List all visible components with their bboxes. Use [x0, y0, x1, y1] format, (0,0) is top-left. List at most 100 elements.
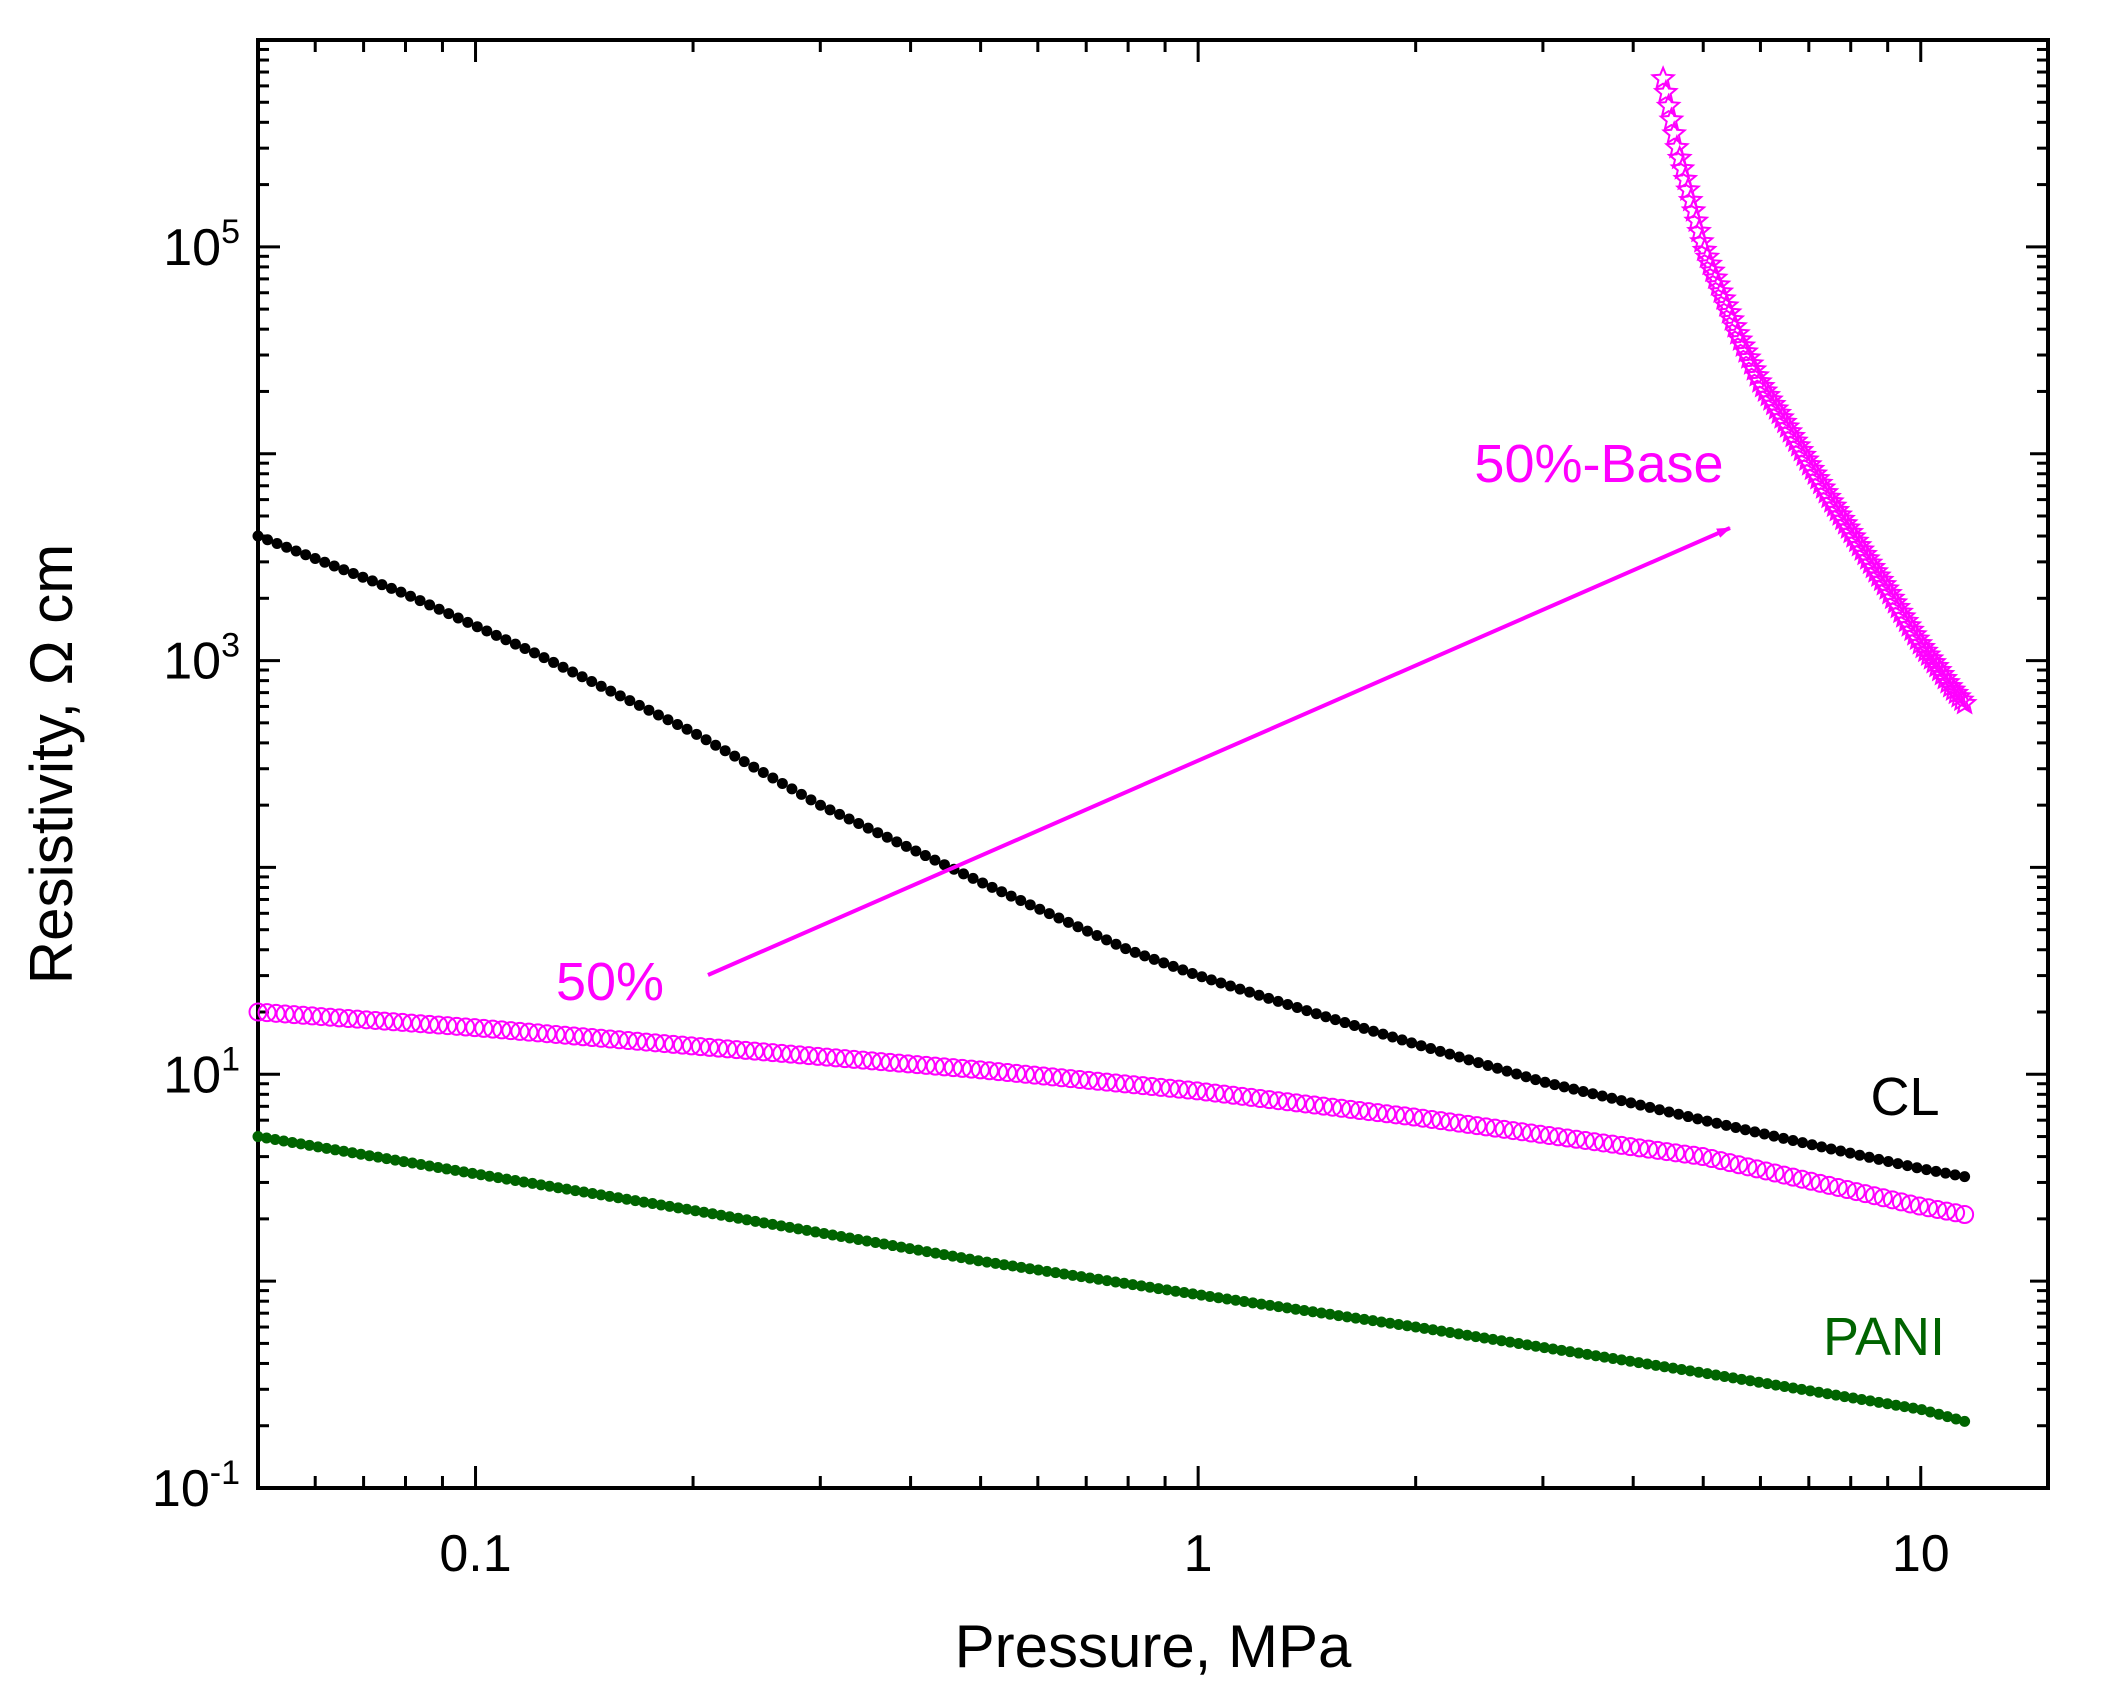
data-point [1341, 1311, 1353, 1323]
data-point [1658, 1361, 1670, 1373]
data-point [1404, 1107, 1424, 1127]
data-point [1901, 1160, 1913, 1172]
data-point [763, 1043, 783, 1063]
data-point [1935, 668, 1962, 694]
data-point [381, 1153, 393, 1165]
data-point [311, 1007, 331, 1027]
data-point [786, 783, 798, 795]
data-point [275, 1004, 295, 1024]
data-point [441, 1163, 453, 1175]
data-point [1006, 1063, 1026, 1083]
data-point [466, 1167, 478, 1179]
data-point [1043, 1067, 1063, 1087]
data-point [1158, 957, 1170, 969]
data-point [1933, 1408, 1945, 1420]
data-point [1937, 1201, 1957, 1221]
data-point [1333, 1310, 1345, 1322]
data-point [1511, 1068, 1523, 1080]
data-point [636, 1032, 656, 1052]
data-point [1713, 292, 1740, 317]
data-point [997, 1063, 1017, 1083]
data-point [355, 1148, 367, 1160]
data-point [573, 1027, 593, 1047]
data-point [652, 709, 664, 721]
data-point [1819, 1175, 1839, 1195]
data-point [672, 1035, 692, 1055]
data-point [447, 1016, 467, 1036]
data-point [1521, 1123, 1541, 1143]
data-point [1910, 633, 1937, 659]
data-point [481, 625, 493, 637]
data-point [979, 1061, 999, 1081]
data-point [509, 1175, 521, 1187]
data-point [1648, 1140, 1668, 1160]
data-point [808, 1046, 828, 1066]
data-point [309, 552, 321, 564]
data-point [919, 850, 931, 862]
data-point [795, 788, 807, 800]
data-point [738, 756, 750, 768]
data-point [1684, 1365, 1696, 1377]
data-point [1940, 1167, 1952, 1179]
data-point [1693, 1366, 1705, 1378]
data-point [1110, 938, 1122, 950]
data-point [406, 1157, 418, 1169]
data-point [544, 1180, 556, 1192]
data-point [1358, 1022, 1370, 1034]
data-point [1710, 285, 1737, 310]
data-point [548, 656, 560, 668]
data-point [1924, 1406, 1936, 1418]
data-point [1329, 1014, 1341, 1026]
data-point [772, 1043, 792, 1063]
data-point [395, 586, 407, 598]
data-point [1573, 1347, 1585, 1359]
data-point [690, 1037, 710, 1057]
data-point [1733, 338, 1760, 363]
data-point [376, 579, 388, 591]
data-point [1792, 1169, 1812, 1189]
data-point [1666, 1143, 1686, 1163]
data-point [1230, 1294, 1242, 1306]
data-point [1607, 1353, 1619, 1365]
data-point [414, 595, 426, 607]
data-point [1314, 1096, 1334, 1116]
data-point [1323, 1097, 1343, 1117]
data-point [269, 1133, 281, 1145]
data-point [519, 642, 531, 654]
data-point [629, 1195, 641, 1207]
data-point [1512, 1122, 1532, 1142]
data-point [824, 804, 836, 816]
data-point [286, 1136, 298, 1148]
data-point [1873, 1153, 1885, 1165]
data-point [1058, 1268, 1070, 1280]
data-point [1930, 1165, 1942, 1177]
data-point [1205, 974, 1217, 986]
data-point [1899, 1401, 1911, 1413]
data-point [1186, 967, 1198, 979]
data-point [501, 1173, 513, 1185]
data-point [1041, 1265, 1053, 1277]
data-point [1538, 1342, 1550, 1354]
data-point [964, 1253, 976, 1265]
data-point [537, 1024, 557, 1044]
data-point [1470, 1331, 1482, 1343]
data-point [1418, 1322, 1430, 1334]
data-point [346, 1147, 358, 1159]
data-point [569, 1185, 581, 1197]
data-point [1435, 1325, 1447, 1337]
data-point [605, 685, 617, 697]
data-point [1072, 921, 1084, 933]
data-point [1548, 1127, 1568, 1147]
data-point [1911, 1162, 1923, 1174]
data-point [1348, 1019, 1360, 1031]
data-point [1268, 1091, 1288, 1111]
data-point [672, 1202, 684, 1214]
data-point [1187, 1288, 1199, 1300]
data-point [1739, 1124, 1751, 1136]
data-point [1691, 236, 1718, 262]
data-point [398, 1156, 410, 1168]
data-point [835, 1230, 847, 1242]
data-point [1940, 676, 1967, 702]
data-point [1539, 1126, 1559, 1146]
data-point [248, 1002, 268, 1022]
